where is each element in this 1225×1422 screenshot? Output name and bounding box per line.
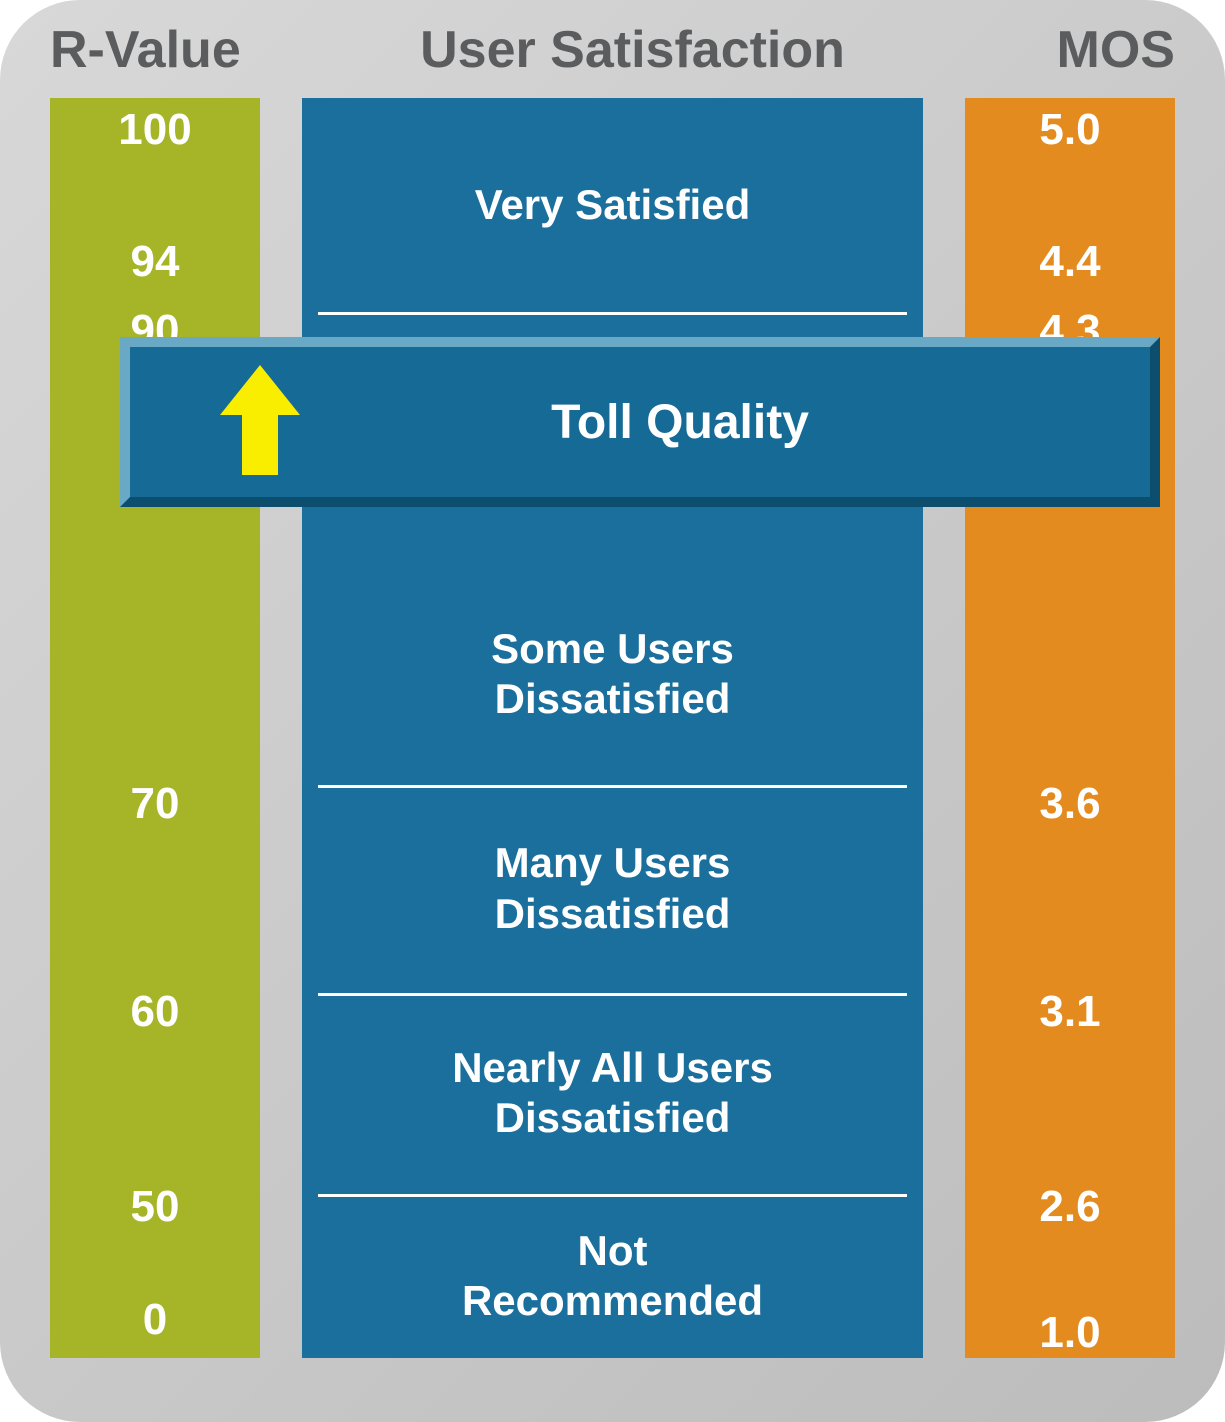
quality-scale-panel: R-Value User Satisfaction MOS 1009490706… xyxy=(0,0,1225,1422)
satisfaction-band: Many Users Dissatisfied xyxy=(302,785,923,993)
satisfaction-divider xyxy=(318,1194,907,1197)
satisfaction-band: Nearly All Users Dissatisfied xyxy=(302,993,923,1195)
mos-tick: 5.0 xyxy=(965,105,1175,155)
columns-container: 10094907060500 Very SatisfiedSatisfiedSo… xyxy=(50,98,1175,1358)
mos-tick: 1.0 xyxy=(965,1308,1175,1358)
rvalue-tick: 100 xyxy=(50,105,260,155)
header-row: R-Value User Satisfaction MOS xyxy=(50,20,1175,98)
mos-column: 5.04.44.33.63.12.61.0 xyxy=(965,98,1175,1358)
rvalue-tick: 70 xyxy=(50,779,260,829)
mos-tick: 3.1 xyxy=(965,987,1175,1037)
satisfaction-divider xyxy=(318,785,907,788)
satisfaction-column: Very SatisfiedSatisfiedSome Users Dissat… xyxy=(302,98,923,1358)
rvalue-tick: 60 xyxy=(50,987,260,1037)
rvalue-column: 10094907060500 xyxy=(50,98,260,1358)
satisfaction-divider xyxy=(318,312,907,315)
rvalue-tick: 50 xyxy=(50,1182,260,1232)
header-rvalue: R-Value xyxy=(50,20,290,80)
rvalue-tick: 94 xyxy=(50,237,260,287)
toll-quality-callout: Toll Quality xyxy=(120,337,1160,507)
satisfaction-divider xyxy=(318,993,907,996)
up-arrow-icon xyxy=(220,365,300,480)
header-mos: MOS xyxy=(975,20,1175,80)
rvalue-tick: 0 xyxy=(50,1295,260,1345)
header-satisfaction: User Satisfaction xyxy=(290,20,975,80)
callout-label: Toll Quality xyxy=(300,395,1150,450)
satisfaction-band: Some Users Dissatisfied xyxy=(302,564,923,785)
mos-tick: 3.6 xyxy=(965,779,1175,829)
satisfaction-band: Not Recommended xyxy=(302,1194,923,1358)
mos-tick: 2.6 xyxy=(965,1182,1175,1232)
satisfaction-band: Very Satisfied xyxy=(302,98,923,312)
mos-tick: 4.4 xyxy=(965,237,1175,287)
